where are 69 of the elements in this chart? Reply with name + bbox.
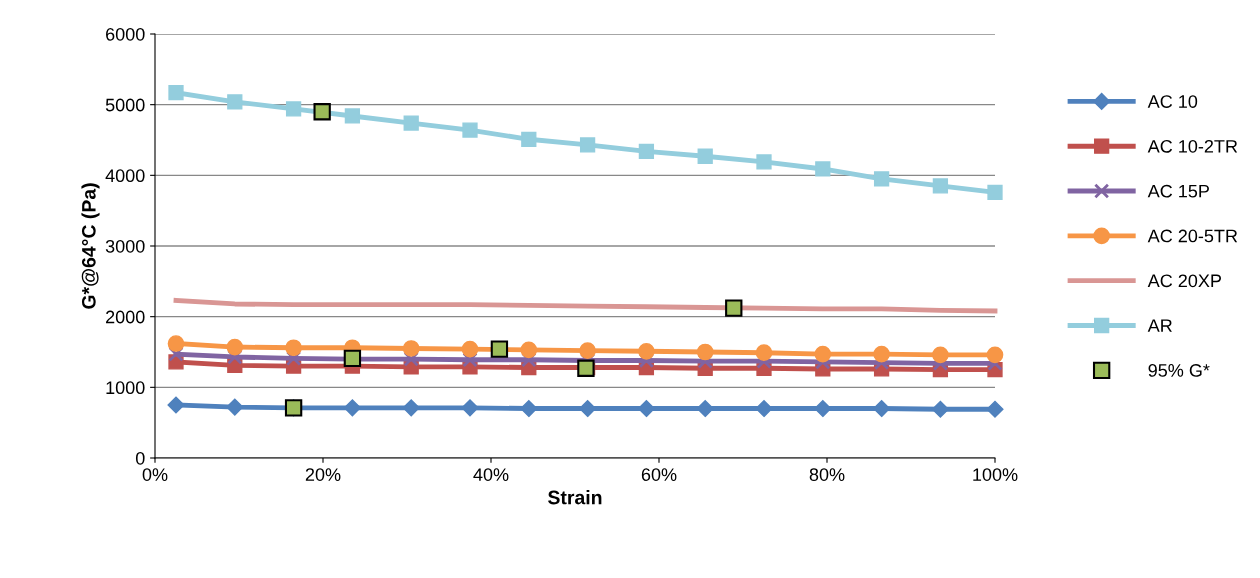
- point: [873, 345, 890, 363]
- point: [579, 137, 596, 153]
- point: [167, 396, 185, 414]
- point: [403, 351, 419, 367]
- point: [814, 345, 832, 363]
- line-series: [173, 297, 998, 314]
- legend-label: AC 15P: [1147, 184, 1209, 198]
- x-tick-label: 20%: [305, 468, 341, 481]
- point: [987, 184, 1003, 200]
- y-axis-title: G*@64°C (Pa): [81, 183, 100, 309]
- y-tick-label: 4000: [105, 169, 145, 183]
- point: [461, 340, 479, 358]
- legend-label: AC 20-5TR: [1147, 229, 1238, 243]
- point: [461, 399, 479, 417]
- x-tick-label: 40%: [473, 468, 509, 481]
- x-axis-title: Strain: [548, 490, 602, 505]
- point: [226, 398, 244, 416]
- y-tick-label: 6000: [106, 27, 145, 41]
- point: [403, 115, 419, 131]
- point: [638, 342, 655, 360]
- point: [226, 338, 244, 356]
- x-tick-label: 0%: [142, 468, 168, 481]
- point: [932, 178, 949, 194]
- point: [343, 399, 361, 417]
- point: [725, 299, 743, 317]
- point: [462, 122, 478, 138]
- point: [167, 335, 185, 352]
- point: [402, 399, 420, 417]
- y-tick-label: 0: [135, 451, 145, 465]
- point: [986, 400, 1004, 418]
- point: [756, 154, 772, 170]
- y-tick-label: 2000: [106, 310, 145, 324]
- point: [520, 341, 538, 359]
- y-tick-label: 3000: [105, 239, 145, 253]
- point: [986, 346, 1004, 364]
- x-tick-label: 80%: [809, 468, 845, 481]
- legend-label: AC 20XP: [1147, 274, 1221, 288]
- point: [697, 148, 713, 164]
- legend-label: AC 10: [1147, 95, 1198, 108]
- point: [815, 161, 831, 177]
- legend-label: AR: [1147, 319, 1172, 332]
- point: [285, 350, 302, 366]
- y-tick-label: 1000: [106, 381, 145, 395]
- x-tick-label: 60%: [641, 468, 677, 481]
- point: [285, 101, 302, 117]
- point: [873, 399, 891, 418]
- legend-label: AC 10-2TR: [1147, 139, 1238, 153]
- point: [931, 400, 949, 418]
- point: [696, 343, 714, 361]
- point: [579, 342, 596, 359]
- point: [168, 85, 184, 101]
- point: [462, 352, 478, 368]
- legend-label: 95% G*: [1148, 364, 1210, 377]
- point: [344, 108, 361, 124]
- point: [402, 340, 420, 357]
- x-tick-label: 100%: [973, 468, 1018, 481]
- point: [932, 346, 949, 364]
- point: [313, 103, 331, 121]
- point: [168, 346, 184, 362]
- point: [227, 94, 243, 110]
- point: [490, 340, 509, 358]
- point: [755, 344, 773, 362]
- point: [638, 143, 655, 159]
- point: [285, 339, 302, 357]
- y-tick-label: 5000: [105, 98, 145, 112]
- point: [755, 399, 773, 418]
- point: [227, 349, 243, 365]
- point: [521, 131, 537, 147]
- point: [873, 171, 890, 187]
